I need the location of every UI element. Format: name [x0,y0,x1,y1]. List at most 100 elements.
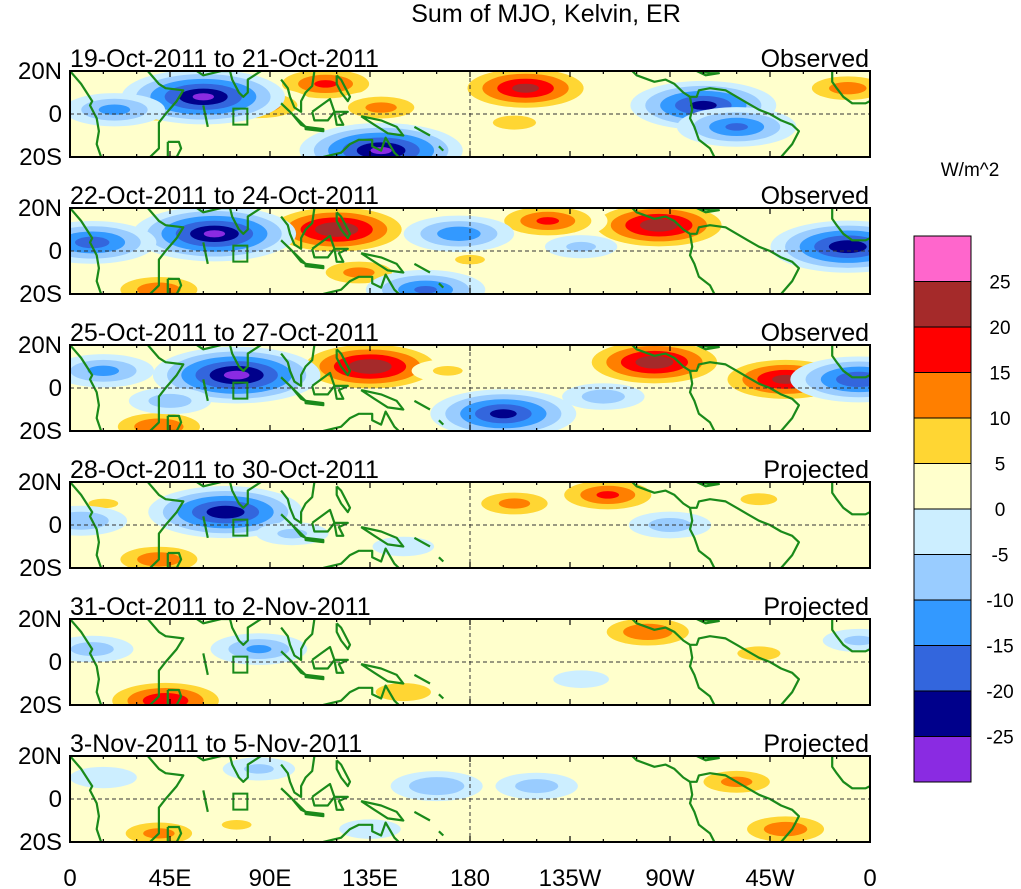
region-box [232,518,249,537]
y-tick-label: 0 [49,238,62,265]
anomaly-blob [70,354,154,388]
contour-band [192,93,214,101]
coastline [335,74,352,103]
colorbar-units: W/m^2 [941,160,1000,181]
x-tick-label: 180 [450,865,490,889]
anomaly-blob [430,389,577,431]
panel-2: 20N 0 20S 22-Oct-2011 to 24-Oct-2011 Observe… [18,182,871,308]
colorbar-tick-label: -15 [986,637,1013,658]
coastline [631,208,801,294]
coastline [304,810,325,818]
coastline [333,521,349,537]
contour-band [836,371,870,388]
anomaly-blob [495,772,578,800]
coastline [70,208,103,294]
coastline [323,684,400,705]
colorbar-swatch [913,645,972,692]
coastline [166,414,183,431]
contour-band [763,821,808,837]
anomaly-blob [132,208,297,262]
coastline [438,830,445,837]
anomaly-blob [770,220,870,273]
colorbar-tick-label: 10 [989,409,1010,430]
colorbar-tick-label: 15 [989,364,1010,385]
region-box [232,381,249,400]
coastlines [70,756,870,842]
contour-band [365,102,397,113]
coastline [202,653,209,676]
coastline [146,71,185,157]
anomaly-blob [590,619,706,651]
coastline [413,536,431,548]
coastline [831,345,870,379]
panel-5: 20N 0 20S 31-Oct-2011 to 2-Nov-2011 Projecte… [18,593,871,719]
contour-band [432,366,463,376]
y-tick-label: 0 [49,101,62,128]
contour-band [639,218,678,232]
anomaly-blob [562,383,645,410]
anomaly-blob [473,109,556,136]
contour-band [492,115,537,130]
coastline [146,619,185,705]
anomaly-blob [148,486,303,539]
y-tick-label: 20N [18,58,62,85]
y-tick-label: 20S [19,692,62,719]
anomaly-blob [330,90,432,125]
anomaly-blob [794,71,870,106]
coastline [631,756,801,842]
anomaly-field [70,345,870,431]
coastline [696,71,721,77]
colorbar-tick-label: 25 [989,273,1010,294]
anomaly-blob [676,107,797,147]
contour-band [437,226,481,241]
coastline [438,282,445,289]
contour-band [98,104,131,115]
coastline [696,482,721,488]
coastline [280,345,316,387]
y-tick-label: 20S [19,829,62,856]
coastline [166,140,183,157]
panel-status: Observed [761,319,869,347]
panel-date-range: 22-Oct-2011 to 24-Oct-2011 [70,182,379,210]
coastline [146,345,185,431]
contour-band [498,498,531,509]
coastline [202,790,209,813]
contour-band [409,777,465,796]
anomaly-blob [70,766,137,789]
coastline [280,619,316,662]
coastline [146,756,185,842]
region-box [232,792,249,811]
coastline [335,485,352,514]
contour-band [375,683,431,702]
coastline [70,482,103,568]
coastline [335,348,352,377]
x-axis: 0 45E 90E 135E 180 135W 90W 45W 0 [63,865,876,889]
contour-band [536,217,560,225]
colorbar-tick-label: -10 [986,591,1013,612]
coastline [360,663,405,685]
coastline [166,825,183,842]
anomaly-blob [403,215,515,253]
panel-status: Projected [763,456,869,484]
contour-band [348,359,392,374]
coastline [831,208,870,242]
anomaly-blob [628,511,712,539]
anomaly-field [70,208,870,294]
coastline [202,379,209,402]
coastline [166,551,183,568]
colorbar-swatch [913,281,972,328]
anomaly-blob [96,677,235,705]
coastline [304,262,325,270]
coastline [280,482,316,525]
colorbar-tick-label: -20 [986,682,1013,703]
anomaly-blob [411,359,484,383]
anomaly-blob [70,221,157,264]
colorbar-swatch [913,326,972,373]
anomaly-blob [390,771,483,802]
coastline [333,795,349,811]
colorbar-swatch [913,554,972,601]
coastline [438,693,445,700]
coastline [166,688,183,705]
panel-date-range: 19-Oct-2011 to 21-Oct-2011 [70,45,379,73]
coastline [280,208,316,250]
